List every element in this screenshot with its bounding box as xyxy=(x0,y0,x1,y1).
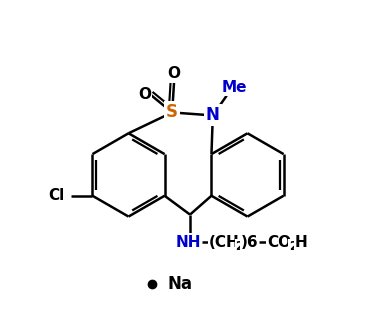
Text: H: H xyxy=(295,235,308,250)
Text: (CH: (CH xyxy=(208,235,239,250)
Text: O: O xyxy=(138,87,151,102)
Text: NH: NH xyxy=(175,235,201,250)
Text: Cl: Cl xyxy=(49,188,65,203)
Text: O: O xyxy=(168,66,181,81)
Text: )6: )6 xyxy=(241,235,258,250)
Text: 2: 2 xyxy=(289,240,297,253)
Text: CO: CO xyxy=(267,235,291,250)
Text: Me: Me xyxy=(222,80,247,95)
Text: N: N xyxy=(206,107,220,125)
Text: 2: 2 xyxy=(236,240,244,253)
Text: Na: Na xyxy=(167,275,192,293)
Text: S: S xyxy=(166,104,178,122)
